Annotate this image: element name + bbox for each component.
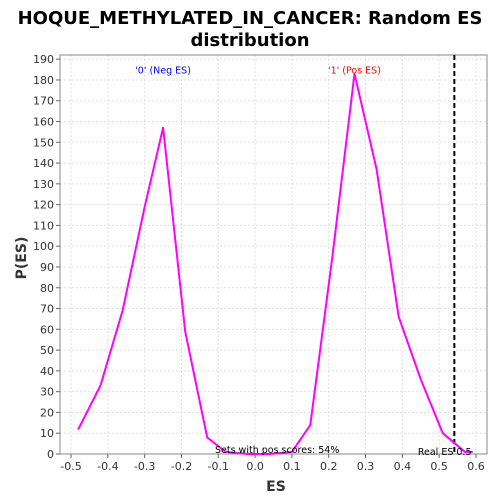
x-tick-label: 0.3 (357, 460, 375, 473)
chart-title-line-1: HOQUE_METHYLATED_IN_CANCER: Random ES (18, 8, 483, 29)
data-point (456, 444, 459, 447)
data-point (224, 451, 227, 453)
y-tick-label: 90 (40, 261, 54, 274)
y-tick-label: 130 (33, 178, 54, 191)
real-es-annotation: Real ES 0.5 (418, 447, 472, 458)
data-point (99, 384, 102, 387)
data-point (471, 451, 474, 453)
y-tick-label: 100 (33, 240, 54, 253)
y-tick-label: 50 (40, 344, 54, 357)
y-tick-label: 180 (33, 74, 54, 87)
x-tick-label: 0.4 (394, 460, 412, 473)
data-point (184, 330, 186, 333)
x-tick-label: -0.3 (134, 460, 155, 473)
x-tick-label: 0.2 (320, 460, 338, 473)
y-tick-label: 80 (40, 282, 54, 295)
x-axis-label: ES (266, 479, 286, 495)
data-point (269, 453, 271, 455)
y-tick-label: 20 (40, 406, 54, 419)
y-tick-label: 120 (33, 199, 54, 212)
plot-area: -0.5 -0.4 -0.3 -0.2 -0.1 0.0 0.1 0.2 0.3 0.4 0.5 0.… (33, 53, 488, 473)
y-tick-label: 30 (40, 386, 54, 399)
pos-scores-annotation: Sets with pos scores: 54% (215, 445, 339, 456)
neg-es-annotation: '0' (Neg ES) (135, 66, 191, 77)
data-point (162, 126, 164, 129)
y-tick-label: 190 (33, 53, 54, 66)
y-tick-label: 70 (40, 303, 54, 316)
y-tick-label: 140 (33, 157, 54, 170)
data-point (309, 424, 312, 426)
data-point (121, 309, 124, 312)
y-tick-label: 170 (33, 95, 54, 108)
data-point (397, 316, 400, 318)
data-point (206, 436, 209, 439)
y-tick-label: 160 (33, 116, 54, 129)
data-point (419, 378, 422, 380)
data-point (291, 451, 293, 453)
x-tick-label: -0.5 (60, 460, 81, 473)
data-point (353, 72, 356, 75)
x-tick-label: 0.1 (283, 460, 301, 473)
data-point (77, 428, 80, 430)
y-tick-label: 40 (40, 365, 54, 378)
data-point (246, 453, 249, 455)
x-tick-label: 0.0 (246, 460, 264, 473)
y-tick-label: 60 (40, 323, 54, 336)
data-point (143, 205, 146, 208)
y-axis-label: P(ES) (14, 237, 30, 280)
chart-title-line-2: distribution (190, 30, 309, 51)
x-tick-label: 0.5 (430, 460, 448, 473)
pos-es-annotation: '1' (Pos ES) (328, 66, 381, 77)
data-point (464, 451, 466, 453)
x-tick-label: -0.1 (208, 460, 229, 473)
x-tick-label: 0.6 (467, 460, 485, 473)
data-point (331, 255, 334, 258)
y-tick-label: 110 (33, 219, 54, 232)
y-tick-label: 0 (47, 448, 54, 461)
x-tick-label: -0.4 (97, 460, 118, 473)
y-tick-label: 150 (33, 136, 54, 149)
y-tick-label: 10 (40, 427, 54, 440)
x-tick-label: -0.2 (171, 460, 192, 473)
data-point (442, 432, 444, 435)
data-point (375, 168, 378, 171)
